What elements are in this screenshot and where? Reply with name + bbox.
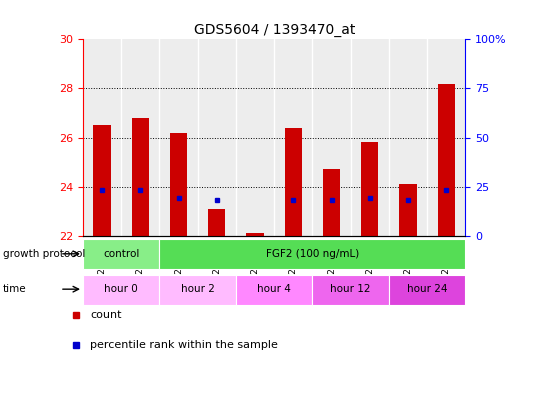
Bar <box>198 39 236 236</box>
Bar <box>170 132 187 236</box>
Bar <box>132 118 149 236</box>
Bar <box>159 275 236 305</box>
Bar <box>427 39 465 236</box>
Bar <box>236 39 274 236</box>
Text: hour 0: hour 0 <box>104 284 138 294</box>
Text: hour 2: hour 2 <box>181 284 215 294</box>
Bar <box>400 184 417 236</box>
Bar <box>94 125 111 236</box>
Bar <box>83 275 159 305</box>
Bar <box>438 83 455 236</box>
Bar <box>247 233 264 236</box>
Text: percentile rank within the sample: percentile rank within the sample <box>90 340 278 350</box>
Bar <box>236 275 312 305</box>
Bar <box>83 239 159 270</box>
Text: hour 4: hour 4 <box>257 284 291 294</box>
Bar <box>285 128 302 236</box>
Bar <box>121 39 159 236</box>
Bar <box>323 169 340 236</box>
Text: time: time <box>3 284 26 294</box>
Bar <box>389 275 465 305</box>
Text: hour 12: hour 12 <box>331 284 371 294</box>
Text: hour 24: hour 24 <box>407 284 447 294</box>
Bar <box>312 275 389 305</box>
Text: FGF2 (100 ng/mL): FGF2 (100 ng/mL) <box>266 249 359 259</box>
Bar <box>361 142 378 236</box>
Bar <box>312 39 351 236</box>
Text: count: count <box>90 310 121 320</box>
Bar <box>389 39 427 236</box>
Bar <box>351 39 389 236</box>
Bar <box>159 39 198 236</box>
Text: growth protocol: growth protocol <box>3 249 85 259</box>
Bar <box>83 39 121 236</box>
Bar <box>208 209 225 236</box>
Title: GDS5604 / 1393470_at: GDS5604 / 1393470_at <box>194 23 355 37</box>
Text: control: control <box>103 249 139 259</box>
Bar <box>274 39 312 236</box>
Bar <box>159 239 465 270</box>
